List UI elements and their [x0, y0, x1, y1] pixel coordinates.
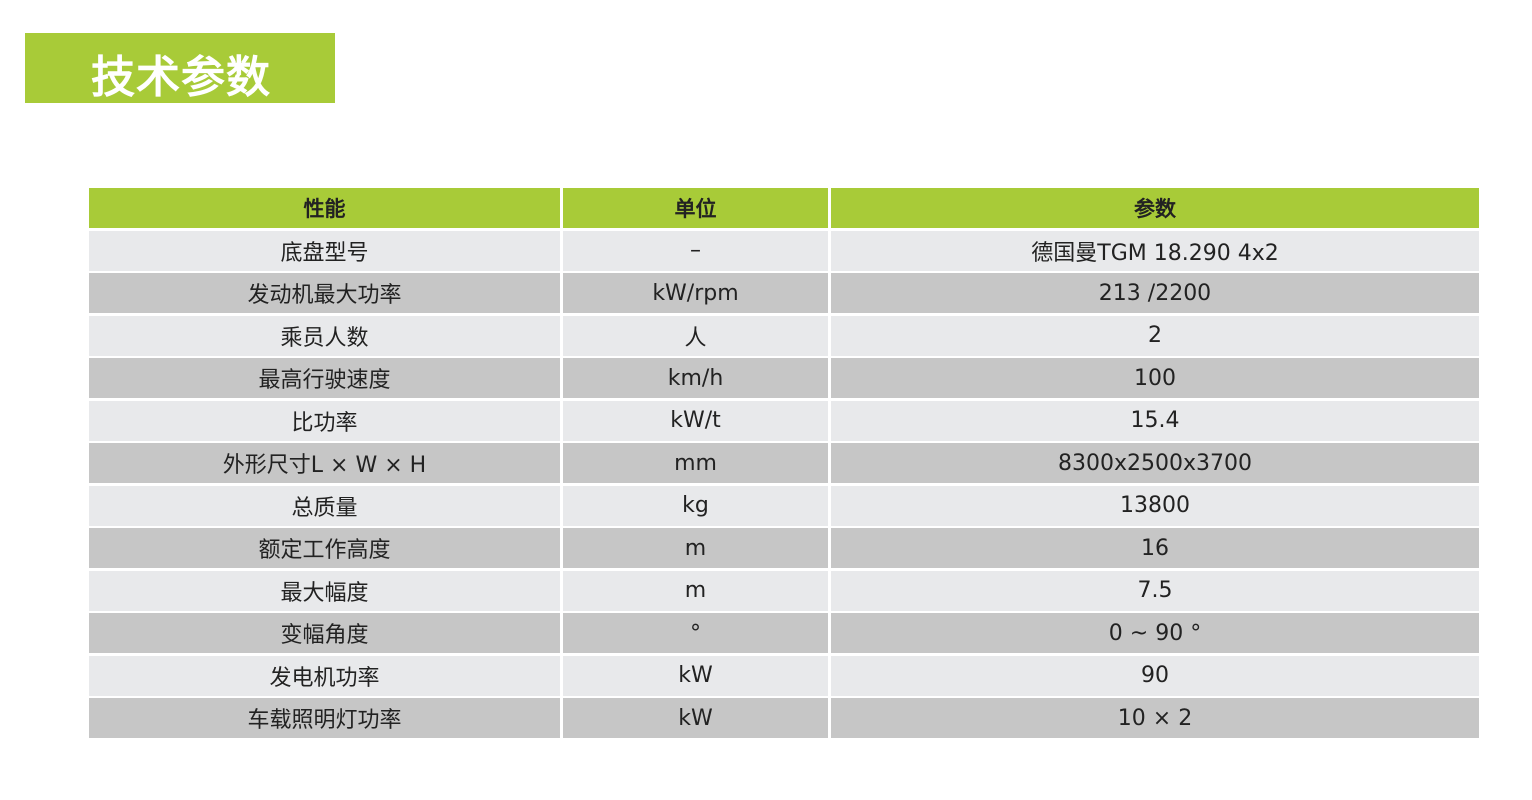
section-title: 技术参数	[91, 52, 271, 103]
table-row: 最大幅度 m 7.5	[89, 570, 1479, 614]
cell-performance: 乘员人数	[89, 315, 560, 356]
cell-performance: 发动机最大功率	[89, 273, 560, 313]
header-performance: 性能	[89, 188, 560, 228]
table-row: 比功率 kW/t 15.4	[89, 400, 1479, 444]
cell-unit: kW	[563, 698, 828, 738]
cell-parameter: 13800	[831, 485, 1479, 526]
table-row: 变幅角度 ° 0 ~ 90 °	[89, 613, 1479, 656]
table-row: 车载照明灯功率 kW 10 × 2	[89, 698, 1479, 741]
header-unit: 单位	[563, 188, 828, 228]
cell-unit: kW	[563, 655, 828, 696]
cell-parameter: 7.5	[831, 570, 1479, 611]
cell-performance: 变幅角度	[89, 613, 560, 653]
cell-unit: –	[563, 230, 828, 271]
cell-performance: 总质量	[89, 485, 560, 526]
table-row: 总质量 kg 13800	[89, 485, 1479, 529]
cell-unit: kg	[563, 485, 828, 526]
cell-parameter: 213 /2200	[831, 273, 1479, 313]
cell-performance: 额定工作高度	[89, 528, 560, 568]
table-header-row: 性能 单位 参数	[89, 188, 1479, 231]
cell-parameter: 德国曼TGM 18.290 4x2	[831, 230, 1479, 271]
cell-unit: kW/rpm	[563, 273, 828, 313]
cell-parameter: 2	[831, 315, 1479, 356]
cell-parameter: 10 × 2	[831, 698, 1479, 738]
cell-parameter: 8300x2500x3700	[831, 443, 1479, 483]
cell-parameter: 100	[831, 358, 1479, 398]
cell-performance: 最高行驶速度	[89, 358, 560, 398]
header-parameter: 参数	[831, 188, 1479, 228]
table-row: 最高行驶速度 km/h 100	[89, 358, 1479, 401]
section-title-banner: 技术参数	[25, 33, 335, 103]
cell-parameter: 16	[831, 528, 1479, 568]
table-row: 底盘型号 – 德国曼TGM 18.290 4x2	[89, 230, 1479, 274]
cell-parameter: 15.4	[831, 400, 1479, 441]
cell-unit: kW/t	[563, 400, 828, 441]
cell-performance: 最大幅度	[89, 570, 560, 611]
cell-unit: mm	[563, 443, 828, 483]
cell-parameter: 0 ~ 90 °	[831, 613, 1479, 653]
cell-performance: 车载照明灯功率	[89, 698, 560, 738]
cell-performance: 外形尺寸L × W × H	[89, 443, 560, 483]
cell-unit: m	[563, 570, 828, 611]
cell-unit: 人	[563, 315, 828, 356]
table-row: 发动机最大功率 kW/rpm 213 /2200	[89, 273, 1479, 316]
table-row: 发电机功率 kW 90	[89, 655, 1479, 699]
cell-unit: m	[563, 528, 828, 568]
cell-performance: 比功率	[89, 400, 560, 441]
cell-performance: 发电机功率	[89, 655, 560, 696]
cell-unit: km/h	[563, 358, 828, 398]
cell-unit: °	[563, 613, 828, 653]
spec-table: 性能 单位 参数 底盘型号 – 德国曼TGM 18.290 4x2 发动机最大功率 kW…	[89, 188, 1479, 741]
cell-parameter: 90	[831, 655, 1479, 696]
table-row: 乘员人数人 2	[89, 315, 1479, 359]
table-row: 额定工作高度 m 16	[89, 528, 1479, 571]
cell-performance: 底盘型号	[89, 230, 560, 271]
